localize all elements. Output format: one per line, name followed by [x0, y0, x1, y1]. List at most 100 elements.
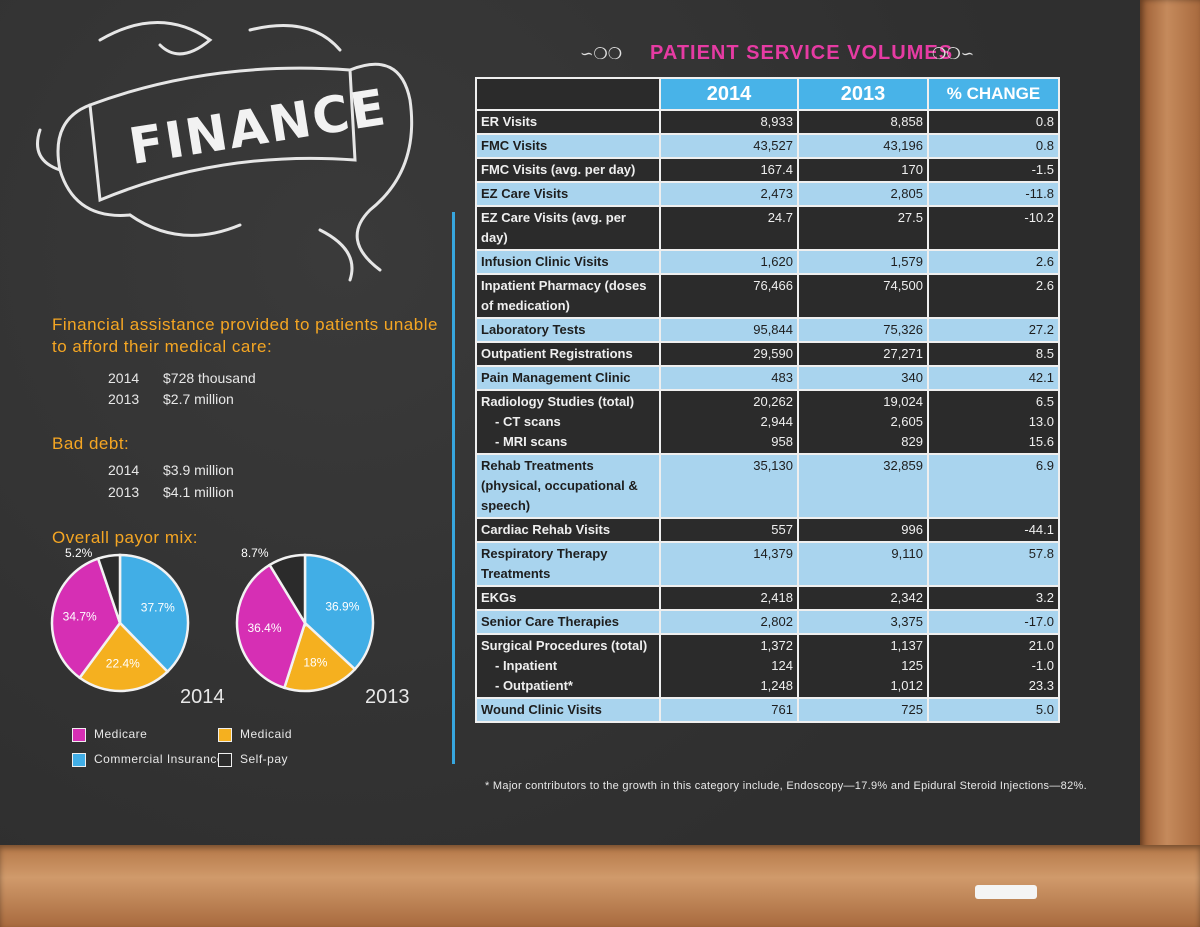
assistance-value: $728 thousand [163, 370, 256, 386]
cell-2013: 9,110 [799, 543, 929, 585]
sub-row-value: 15.6 [1028, 434, 1054, 449]
legend-swatch-commercial [72, 752, 86, 767]
bad-debt-value: $3.9 million [163, 462, 234, 478]
header-blank [477, 79, 661, 109]
table-row: Rehab Treatments (physical, occupational… [475, 455, 1060, 519]
footnote: * Major contributors to the growth in th… [485, 780, 1087, 792]
assistance-heading-1: Financial assistance provided to patient… [52, 315, 438, 334]
cell-2013: 340 [799, 367, 929, 389]
payor-mix-heading: Overall payor mix: [52, 528, 198, 547]
cell-change: 57.8 [1028, 546, 1054, 561]
cell-change: -1.5 [1031, 162, 1054, 177]
cell-change: 3.2 [1035, 590, 1054, 605]
ribbon-banner-icon [36, 21, 414, 282]
row-label: Radiology Studies (total) [481, 394, 635, 409]
legend-item-medicaid: Medicaid [218, 727, 292, 742]
row-label: Wound Clinic Visits [477, 699, 661, 721]
cell-2013: 27.5 [799, 207, 929, 249]
pie-slice-medicaid [282, 620, 357, 693]
bad-debt-year: 2014 [108, 462, 140, 478]
cell-2014: 1,372 124 1,248 [661, 635, 799, 697]
cell-2014: 8,933 [661, 111, 799, 133]
row-label: Radiology Studies (total) - CT scans - MRI… [477, 391, 661, 453]
assistance-row: 2014 $728 thousand [108, 370, 256, 386]
row-label: Rehab Treatments (physical, occupational… [477, 455, 661, 517]
sub-row-value: 958 [771, 434, 793, 449]
sub-row-value: 2,605 [890, 414, 923, 429]
row-label: Inpatient Pharmacy (doses of medication) [477, 275, 661, 317]
pie-slice-self-pay [267, 553, 307, 628]
cell-2013: 2,342 [799, 587, 929, 609]
pie-slice-self-pay [96, 553, 122, 624]
pie-year-label: 2013 [365, 686, 410, 708]
cell-2014: 1,620 [661, 251, 799, 273]
table-row: Cardiac Rehab Visits 557 996 -44.1 [475, 519, 1060, 543]
cell-change: -44.1 [1024, 522, 1054, 537]
sub-row-value: 124 [771, 658, 793, 673]
legend-label: Medicare [94, 727, 148, 741]
table-title: PATIENT SERVICE VOLUMES [650, 42, 954, 64]
cell-change: 2.6 [1035, 254, 1054, 269]
row-label: Surgical Procedures (total) [481, 638, 648, 653]
cell-2013: 19,024 2,605 829 [799, 391, 929, 453]
sub-row-value: 125 [901, 658, 923, 673]
cell-2014: 24.7 [661, 207, 799, 249]
header-2014: 2014 [661, 79, 799, 109]
pie-slice-commercial-insurance [118, 553, 190, 674]
cell-2013: 725 [799, 699, 929, 721]
legend-label: Commercial Insurance [94, 752, 225, 766]
cell-change: 0.8 [1035, 138, 1054, 153]
cell-change: 2.6 [1035, 278, 1054, 293]
row-label: Pain Management Clinic [477, 367, 661, 389]
cell-2013: 32,859 [799, 455, 929, 517]
cell-2013: 8,858 [799, 111, 929, 133]
cell-2013: 3,375 [799, 611, 929, 633]
legend-label: Medicaid [240, 727, 293, 741]
table-row: Respiratory Therapy Treatments 14,379 9,11… [475, 543, 1060, 587]
cell-2013: 1,579 [799, 251, 929, 273]
row-label: ER Visits [477, 111, 661, 133]
legend-swatch-self-pay [218, 752, 232, 767]
cell-2013: 996 [799, 519, 929, 541]
chalk-stick [975, 885, 1037, 899]
table-header-row: 2014 2013 % CHANGE [475, 77, 1060, 111]
row-value: 21.0 [1028, 638, 1054, 653]
assistance-row: 2013 $2.7 million [108, 391, 234, 407]
cell-2014: 2,418 [661, 587, 799, 609]
sub-row-value: -1.0 [1031, 658, 1054, 673]
swirl-right-icon: ❍❍∽ [932, 46, 975, 63]
cell-2014: 761 [661, 699, 799, 721]
table-row: Laboratory Tests 95,844 75,326 27.2 [475, 319, 1060, 343]
bad-debt-value: $4.1 million [163, 484, 234, 500]
sub-row-value: 1,012 [890, 678, 923, 693]
row-label: Infusion Clinic Visits [477, 251, 661, 273]
sub-row-value: 2,944 [760, 414, 793, 429]
pie-slice-label: 22.4% [106, 657, 140, 671]
sub-row-label: - Inpatient [495, 658, 558, 673]
assistance-value: $2.7 million [163, 391, 234, 407]
row-label: EKGs [477, 587, 661, 609]
row-label: EZ Care Visits [477, 183, 661, 205]
cell-change: 8.5 [1035, 346, 1054, 361]
row-value: 20,262 [753, 394, 793, 409]
cell-change: 42.1 [1028, 370, 1054, 385]
cell-2014: 20,262 2,944 958 [661, 391, 799, 453]
pie-slice-label: 8.7% [241, 546, 269, 560]
pie-slice-medicare [50, 557, 122, 680]
cell-2014: 43,527 [661, 135, 799, 157]
row-value: 6.5 [1035, 394, 1054, 409]
sub-row-label: - Outpatient* [495, 678, 573, 693]
header-2013: 2013 [799, 79, 929, 109]
table-row: Radiology Studies (total) - CT scans - MRI… [475, 391, 1060, 455]
cell-change: -17.0 [1024, 614, 1054, 629]
row-label: Outpatient Registrations [477, 343, 661, 365]
cell-2013: 170 [799, 159, 929, 181]
table-row: Surgical Procedures (total) - Inpatient - … [475, 635, 1060, 699]
table-row: FMC Visits (avg. per day) 167.4 170 -1.5 [475, 159, 1060, 183]
row-label: Surgical Procedures (total) - Inpatient - … [477, 635, 661, 697]
cell-2013: 27,271 [799, 343, 929, 365]
row-label: Laboratory Tests [477, 319, 661, 341]
pie-slice-label: 36.9% [325, 600, 359, 614]
cell-2013: 75,326 [799, 319, 929, 341]
row-label: Senior Care Therapies [477, 611, 661, 633]
